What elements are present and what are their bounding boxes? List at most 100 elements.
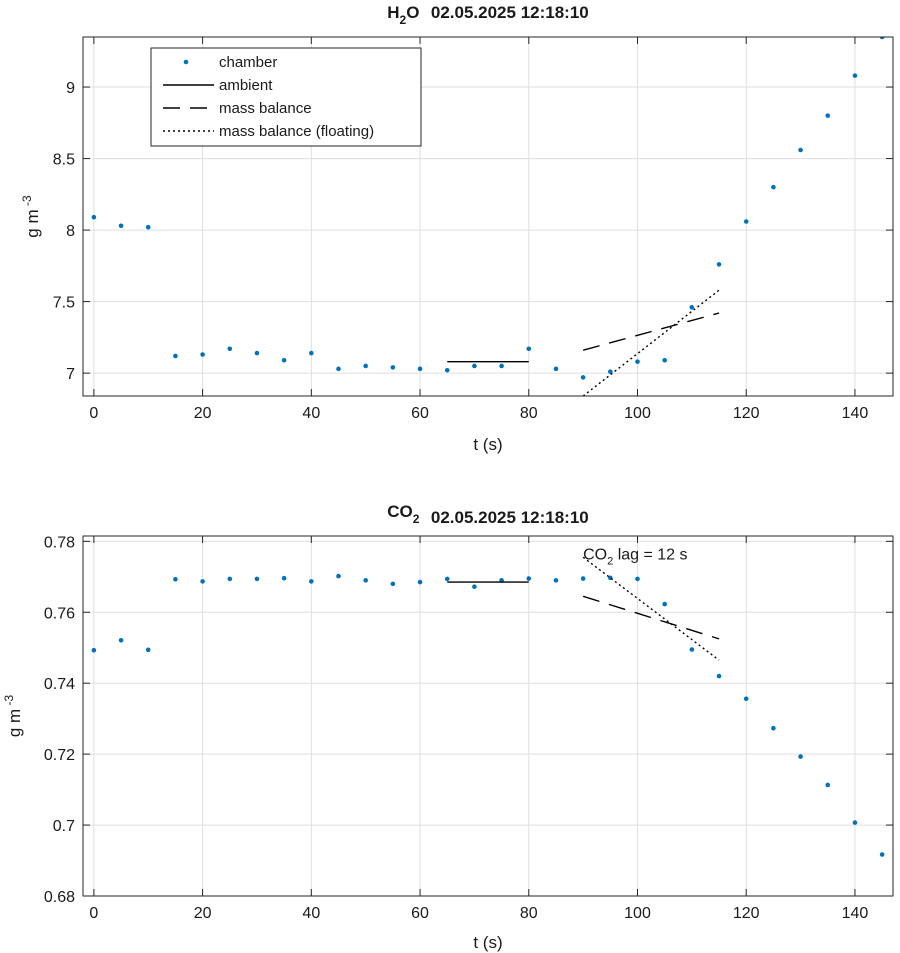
y-tick-label: 0.72 (44, 747, 75, 764)
chamber-point (173, 353, 178, 359)
chamber-point (526, 346, 532, 352)
x-axis-label: t (s) (473, 933, 502, 952)
chamber-point (771, 725, 776, 731)
legend-label-floating: mass balance (floating) (219, 123, 374, 140)
y-axis-label: g m -3 (20, 195, 42, 238)
chamber-point (91, 214, 97, 220)
x-axis-label: t (s) (473, 435, 502, 454)
y-tick-label: 8.5 (53, 152, 75, 169)
chamber-point (716, 262, 722, 267)
chamber-point (743, 219, 749, 224)
chamber-point (417, 366, 423, 372)
chamber-point (444, 576, 450, 582)
plot-area (91, 37, 885, 396)
chamber-point (635, 576, 640, 582)
x-tick-label: 140 (842, 905, 869, 922)
x-tick-label: 40 (302, 405, 320, 422)
chamber-point (879, 37, 885, 40)
plot-area (91, 556, 885, 857)
axes-box (82, 36, 894, 397)
y-tick-label: 0.74 (44, 676, 75, 693)
chamber-point (363, 578, 368, 583)
chamber-point (227, 576, 233, 582)
chamber-point (227, 346, 233, 352)
x-tick-label: 20 (194, 905, 212, 922)
chamber-point (553, 366, 559, 372)
chamber-point (662, 601, 667, 607)
y-tick-label: 9 (66, 80, 75, 97)
x-tick-label: 100 (624, 405, 651, 422)
chamber-point (118, 223, 124, 229)
chamber-point (200, 579, 205, 584)
x-tick-label: 20 (194, 405, 212, 422)
chamber-point (472, 363, 477, 369)
x-tick-label: 120 (733, 405, 760, 422)
chamber-point (825, 113, 831, 118)
chamber-point (336, 573, 341, 579)
x-tick-label: 80 (520, 405, 538, 422)
chamber-point (499, 363, 504, 369)
chamber-point (309, 350, 314, 356)
chamber-point (145, 647, 151, 653)
x-tick-label: 0 (89, 405, 98, 422)
chamber-point (444, 367, 450, 373)
axes-box (82, 535, 894, 897)
y-tick-label: 0.76 (44, 605, 75, 622)
x-tick-label: 60 (411, 405, 429, 422)
chamber-point (173, 576, 178, 582)
y-axis-label: g m -3 (2, 695, 24, 738)
chamber-point (281, 357, 287, 363)
chamber-point (580, 576, 586, 581)
chamber-point (309, 579, 314, 584)
chamber-point (852, 73, 858, 78)
legend-label-mass_balance: mass balance (219, 100, 312, 117)
legend-marker-chamber (183, 59, 189, 65)
x-tick-label: 0 (89, 905, 98, 922)
chamber-point (200, 352, 205, 357)
chamber-point (254, 576, 260, 582)
x-tick-label: 140 (842, 405, 869, 422)
chamber-point (526, 576, 532, 581)
chart-2: 0 20 40 60 80 100 120 140 0.68 0.7 0.72 0.74 0.76 0.7… (2, 502, 894, 952)
x-tick-label: 100 (624, 905, 651, 922)
chamber-point (662, 357, 667, 363)
legend-box (150, 47, 422, 147)
y-tick-label: 8 (66, 223, 75, 240)
y-tick-label: 0.78 (44, 534, 75, 551)
y-tick-label: 7.5 (53, 295, 75, 312)
chamber-point (390, 581, 396, 587)
chamber-point (254, 350, 260, 356)
x-tick-label: 40 (302, 905, 320, 922)
legend-label-chamber: chamber (219, 54, 277, 71)
mass_balance-line (582, 595, 720, 640)
chamber-point (281, 575, 287, 581)
chamber-point (716, 673, 722, 679)
chamber-point (553, 578, 559, 583)
floating-line (582, 289, 720, 396)
y-tick-label: 7 (66, 366, 75, 383)
chamber-point (363, 363, 368, 369)
chamber-point (472, 584, 477, 590)
chamber-point (743, 696, 749, 702)
legend-label-ambient: ambient (219, 77, 273, 94)
x-tick-label: 80 (520, 905, 538, 922)
chamber-point (417, 579, 423, 585)
chamber-point (689, 305, 695, 310)
chamber-point (852, 820, 858, 825)
chamber-point (608, 369, 613, 374)
floating-line (582, 556, 720, 661)
chart-1: 0 20 40 60 80 100 120 140 7 7.5 8 8.5 9 H2O 02.05.202… (20, 3, 894, 454)
chamber-point (336, 366, 341, 372)
y-tick-label: 0.68 (44, 889, 75, 906)
chamber-point (825, 782, 831, 788)
chamber-point (390, 365, 396, 370)
chamber-point (771, 184, 776, 190)
chamber-point (118, 637, 124, 643)
x-tick-label: 120 (733, 905, 760, 922)
lag-annotation: CO2 lag = 12 s (583, 547, 687, 568)
chart-title: CO2 02.05.2025 12:18:10 (387, 502, 589, 527)
mass_balance-line (582, 312, 720, 351)
chamber-point (689, 647, 695, 652)
chamber-point (798, 754, 803, 759)
